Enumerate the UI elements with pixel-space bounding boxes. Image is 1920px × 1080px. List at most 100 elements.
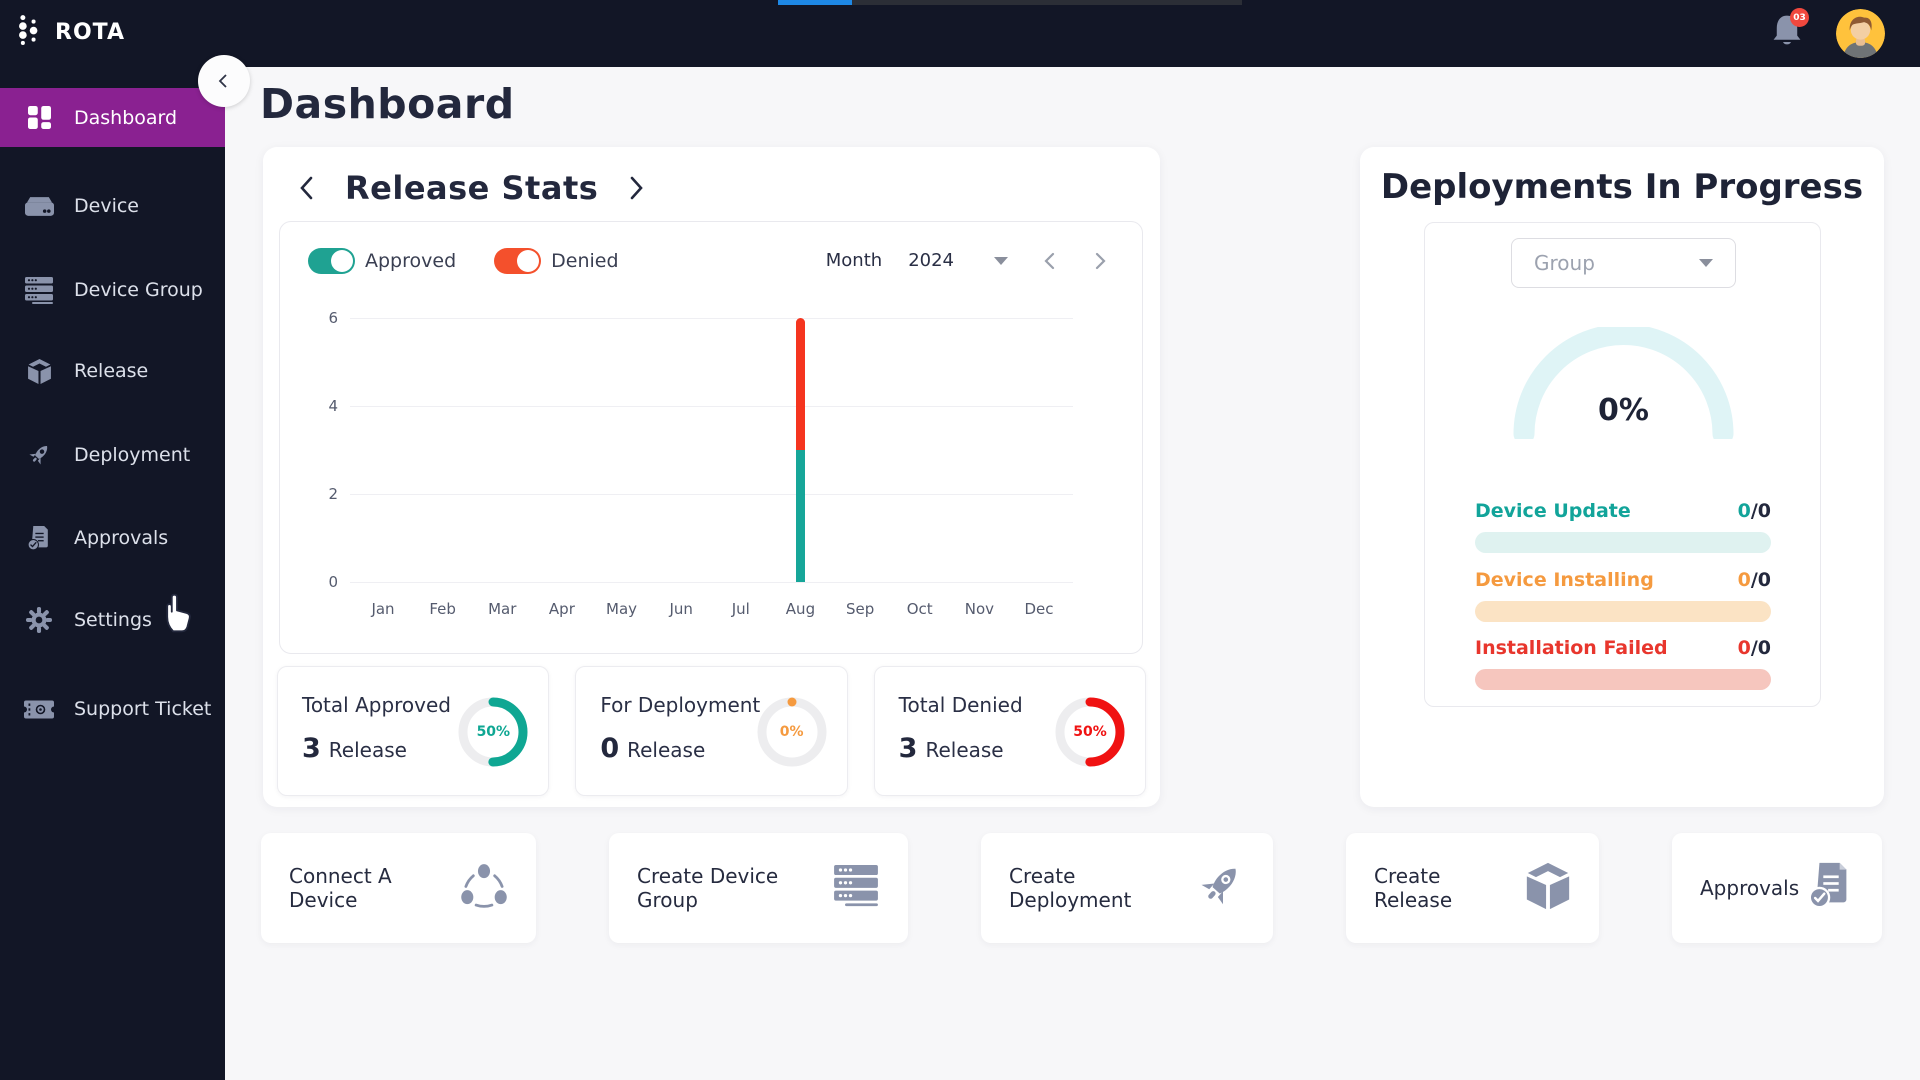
release-stats-next-button[interactable] xyxy=(626,175,646,201)
brand-name: ROTA xyxy=(55,19,125,45)
stat-unit: Release xyxy=(328,738,407,762)
chart-next-button[interactable] xyxy=(1092,251,1108,271)
prog-label: Installation Failed xyxy=(1475,637,1668,659)
x-axis-tick: Dec xyxy=(1024,600,1054,618)
cube-icon xyxy=(24,358,54,385)
cube-icon xyxy=(1523,861,1573,915)
approved-toggle-label: Approved xyxy=(365,250,457,272)
create-release-card[interactable]: Create Release xyxy=(1346,833,1599,943)
bar-denied-aug xyxy=(795,318,805,450)
sidebar-item-device[interactable]: Device xyxy=(0,180,225,232)
stat-unit: Release xyxy=(925,738,1004,762)
gauge-percent: 0% xyxy=(1598,393,1649,428)
release-bar-chart: 0 2 4 6 Jan Feb Mar Apr May Jun Jul Aug Sep Oct Nov Dec xyxy=(328,309,1073,618)
sidebar-item-label: Device xyxy=(74,195,139,217)
qa-label: Connect A Device xyxy=(289,864,392,912)
qa-label: Create Deployment xyxy=(1009,864,1132,912)
x-axis-tick: May xyxy=(606,600,638,618)
device-update-row: Device Update 0/0 xyxy=(1475,500,1771,553)
group-select-caret-icon xyxy=(1699,259,1713,267)
release-stats-title: Release Stats xyxy=(345,169,599,207)
denied-toggle[interactable]: Denied xyxy=(494,248,619,274)
prog-value: 0 xyxy=(1737,569,1751,591)
notification-badge: 03 xyxy=(1790,8,1809,27)
sidebar-item-support-ticket[interactable]: Support Ticket xyxy=(0,683,225,735)
year-value[interactable]: 2024 xyxy=(908,250,954,271)
x-axis-tick: Jul xyxy=(731,600,750,618)
stat-count: 0 xyxy=(600,733,620,764)
approved-switch[interactable] xyxy=(308,248,355,274)
sidebar-item-approvals[interactable]: Approvals xyxy=(0,512,225,564)
qa-label: Create Release xyxy=(1374,864,1453,912)
group-select[interactable]: Group xyxy=(1511,238,1736,288)
network-icon xyxy=(458,861,510,915)
sidebar-item-device-group[interactable]: Device Group xyxy=(0,264,225,316)
y-axis-tick: 6 xyxy=(328,309,338,327)
release-chart-card: Approved Denied Month 2024 0 2 4 6 Jan Feb Mar… xyxy=(279,221,1143,654)
approvals-card[interactable]: Approvals xyxy=(1672,833,1882,943)
notifications-button[interactable]: 03 xyxy=(1768,8,1812,56)
bar-approved-aug xyxy=(795,450,805,582)
stat-unit: Release xyxy=(627,738,706,762)
x-axis-tick: Apr xyxy=(548,600,575,618)
sidebar-item-label: Device Group xyxy=(74,279,203,301)
chart-gridline xyxy=(350,406,1073,407)
chart-gridline xyxy=(350,494,1073,495)
y-axis-tick: 0 xyxy=(328,573,338,591)
x-axis-tick: Aug xyxy=(785,600,816,618)
deployment-gauge xyxy=(1513,324,1734,445)
approvals-doc-icon xyxy=(1806,861,1856,915)
sidebar-item-label: Release xyxy=(74,360,149,382)
user-avatar[interactable] xyxy=(1836,9,1885,58)
prog-label: Device Update xyxy=(1475,500,1631,522)
y-axis-tick: 2 xyxy=(328,485,338,503)
group-select-placeholder: Group xyxy=(1534,251,1595,275)
bell-icon xyxy=(1768,15,1806,54)
rota-logo-dots-icon xyxy=(18,12,39,52)
server-stack-icon xyxy=(24,276,54,304)
browser-loading-bar xyxy=(778,0,852,5)
progress-ring: 50% xyxy=(1053,695,1127,769)
x-axis-tick: Jun xyxy=(669,600,693,618)
prog-label: Device Installing xyxy=(1475,569,1654,591)
chart-gridline xyxy=(350,582,1073,583)
approved-toggle[interactable]: Approved xyxy=(308,248,456,274)
ring-percent: 0% xyxy=(779,724,804,740)
ticket-icon xyxy=(24,697,54,722)
sidebar-item-deployment[interactable]: Deployment xyxy=(0,429,225,481)
create-device-group-card[interactable]: Create Device Group xyxy=(609,833,908,943)
total-approved-card: Total Approved 3 Release 50% xyxy=(277,666,550,796)
chart-prev-button[interactable] xyxy=(1042,251,1058,271)
installation-failed-bar xyxy=(1475,669,1771,690)
create-deployment-card[interactable]: Create Deployment xyxy=(981,833,1273,943)
installation-failed-row: Installation Failed 0/0 xyxy=(1475,637,1771,690)
denied-toggle-label: Denied xyxy=(551,250,619,272)
browser-top-strip xyxy=(852,0,1242,5)
prog-total: /0 xyxy=(1750,637,1771,659)
device-update-bar xyxy=(1475,532,1771,553)
denied-switch[interactable] xyxy=(494,248,542,274)
sidebar-collapse-button[interactable] xyxy=(198,55,250,107)
stat-title: Total Denied xyxy=(898,693,1023,717)
top-bar: ROTA 03 xyxy=(0,0,1920,67)
prog-value: 0 xyxy=(1737,500,1751,522)
sidebar-item-dashboard[interactable]: Dashboard xyxy=(0,88,225,147)
release-stats-prev-button[interactable] xyxy=(297,175,317,201)
stat-count: 3 xyxy=(302,733,321,764)
sidebar-item-label: Settings xyxy=(74,609,152,631)
sidebar-item-release[interactable]: Release xyxy=(0,345,225,397)
x-axis-tick: Feb xyxy=(429,600,456,618)
brand: ROTA xyxy=(18,12,125,52)
sidebar-item-settings[interactable]: Settings xyxy=(0,594,225,646)
device-icon xyxy=(24,195,54,218)
x-axis-tick: Jan xyxy=(371,600,395,618)
prog-value: 0 xyxy=(1737,637,1751,659)
total-denied-card: Total Denied 3 Release 50% xyxy=(873,666,1146,796)
sidebar-item-label: Approvals xyxy=(74,527,169,549)
year-dropdown-caret-icon[interactable] xyxy=(994,256,1008,265)
connect-a-device-card[interactable]: Connect A Device xyxy=(261,833,536,943)
approvals-doc-icon xyxy=(24,525,54,552)
prog-total: /0 xyxy=(1750,500,1771,522)
page-title: Dashboard xyxy=(260,80,515,128)
